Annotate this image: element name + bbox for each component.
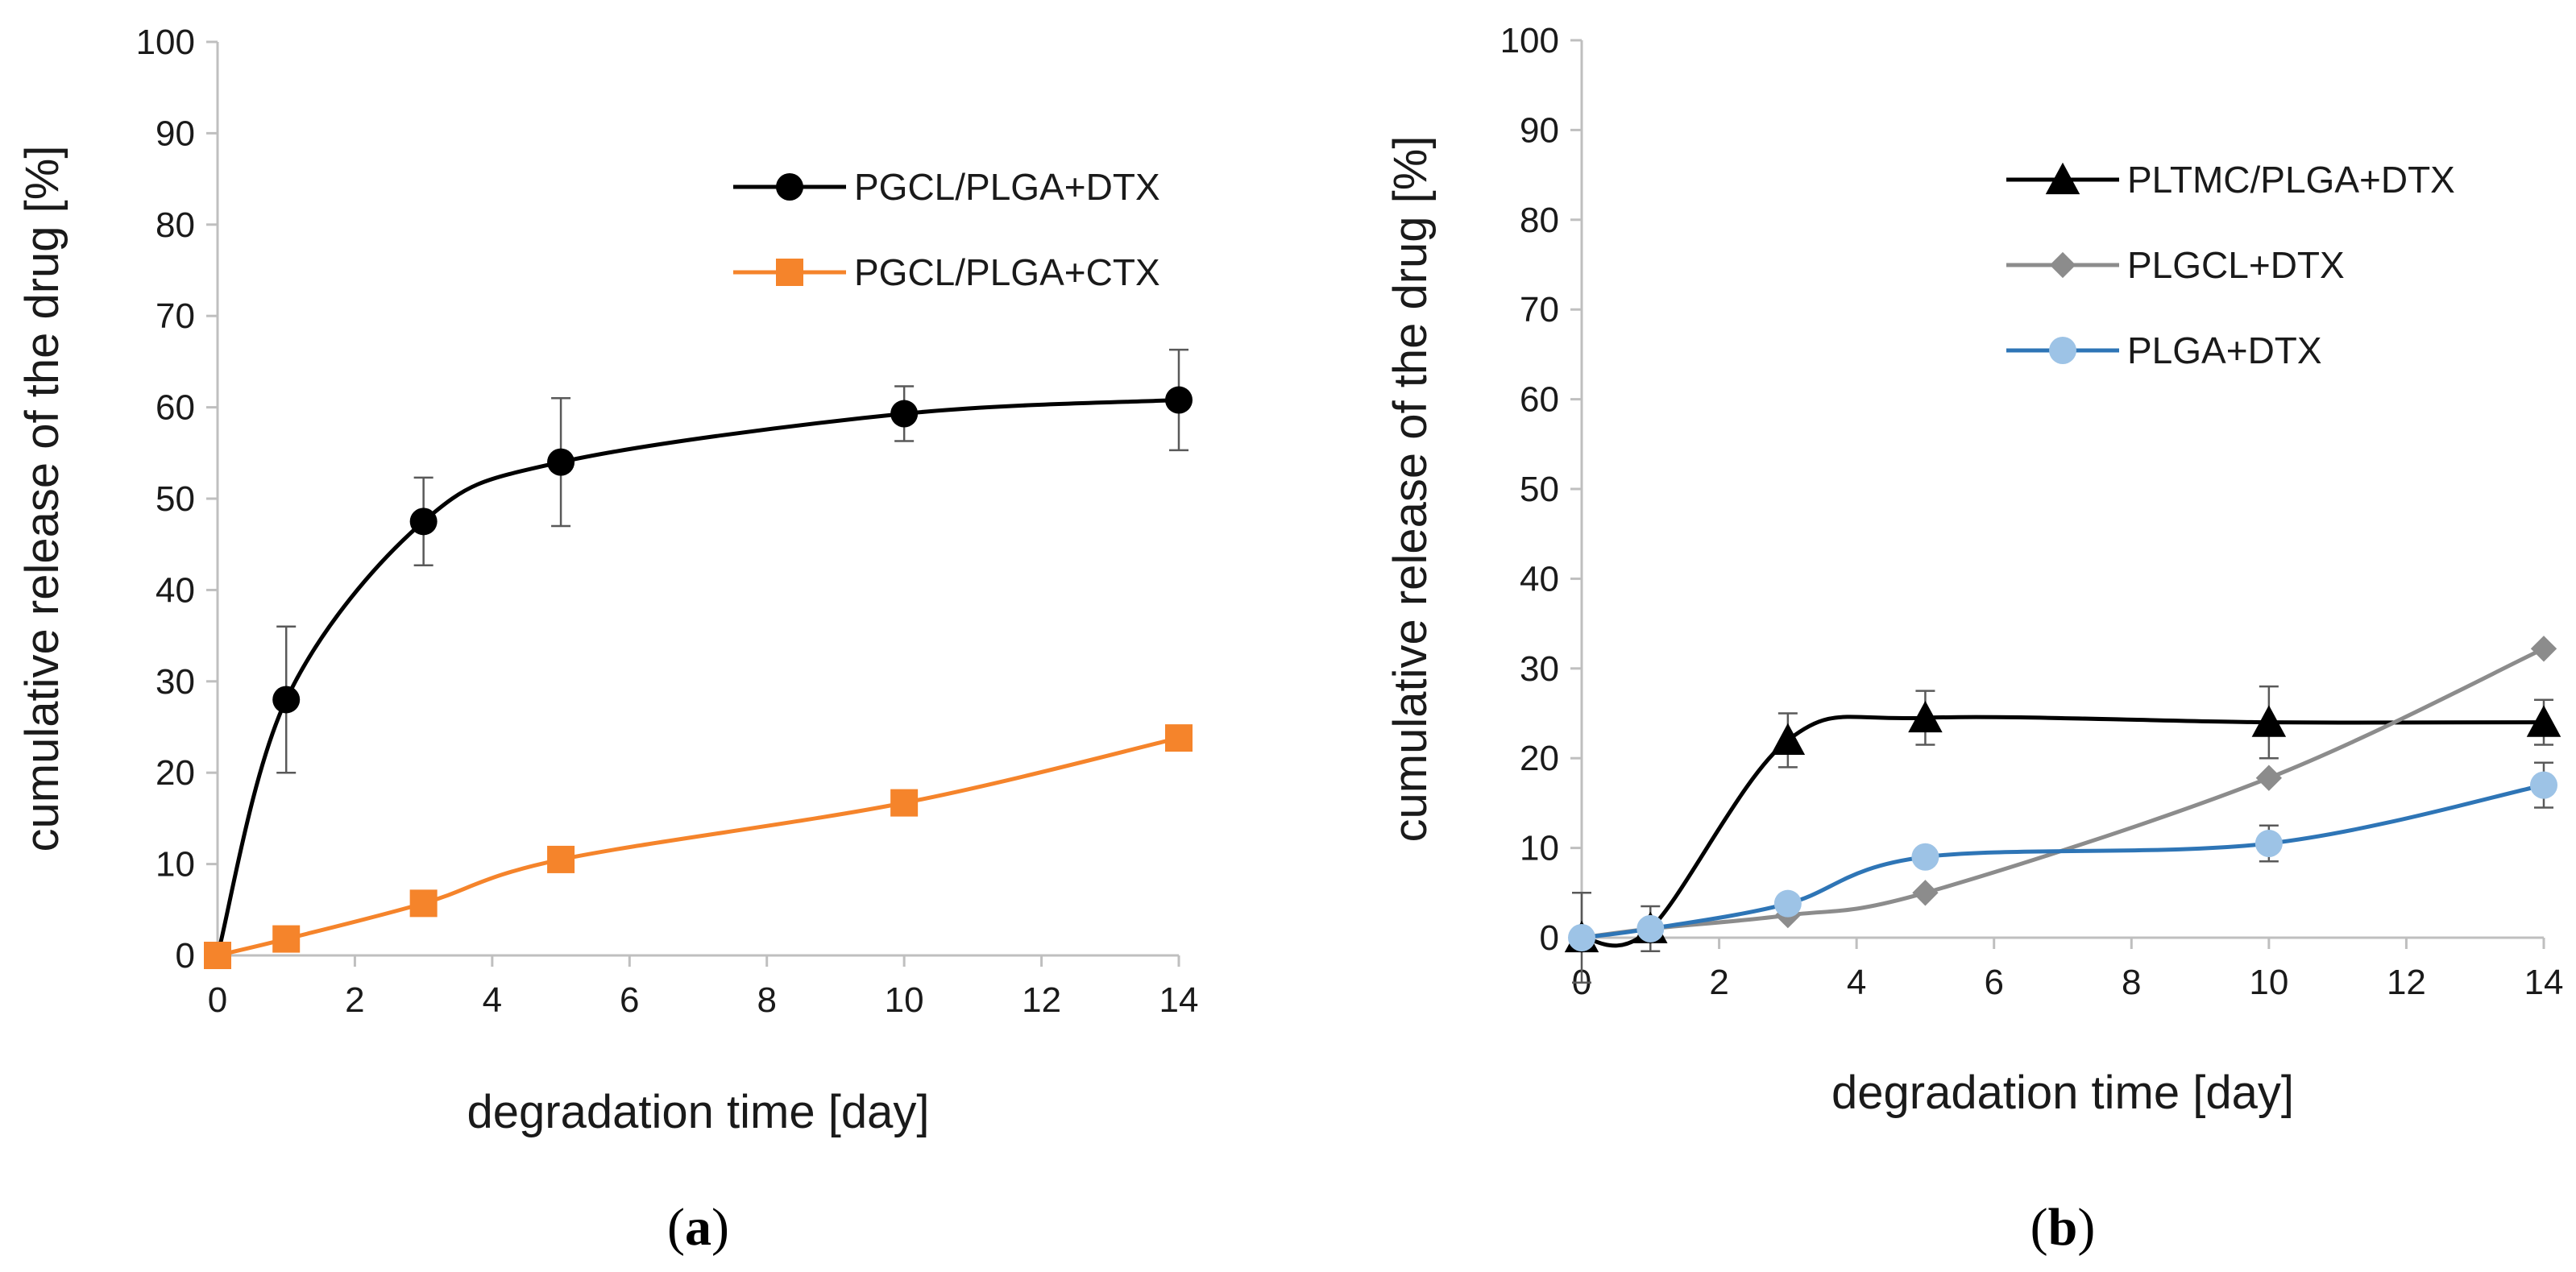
data-point [2255, 830, 2283, 858]
series-line [1581, 715, 2545, 948]
data-point [1636, 914, 1665, 943]
x-axis-title: degradation time [day] [467, 1086, 930, 1138]
x-tick-label: 4 [1847, 963, 1866, 1002]
x-tick-label: 8 [2122, 963, 2141, 1002]
data-point [1568, 924, 1595, 951]
x-tick-label: 8 [757, 980, 776, 1020]
y-tick-label: 20 [156, 753, 195, 793]
data-point [272, 925, 301, 953]
data-point [547, 448, 575, 476]
legend-marker [776, 259, 803, 286]
data-point [409, 889, 438, 918]
panel-label: (b) [2031, 1198, 2096, 1257]
data-point [1165, 386, 1193, 414]
y-tick-label: 80 [1520, 201, 1559, 240]
series-line [1581, 647, 2545, 940]
data-point [204, 942, 231, 969]
series-plgcl-dtx [1568, 636, 2557, 951]
y-tick-label: 60 [1520, 380, 1559, 420]
x-tick-label: 14 [2524, 963, 2564, 1002]
y-tick-label: 90 [156, 114, 195, 153]
y-tick-label: 100 [136, 23, 195, 62]
y-tick-label: 60 [156, 388, 195, 428]
y-tick-label: 0 [1540, 918, 1559, 958]
legend-label: PGCL/PLGA+DTX [854, 166, 1160, 208]
data-point [409, 508, 438, 536]
y-tick-label: 50 [156, 479, 195, 519]
data-point [890, 400, 919, 428]
series-plga-dtx [1568, 761, 2557, 951]
data-point [1773, 889, 1802, 918]
series-pgcl-plga-ctx [204, 724, 1193, 969]
y-tick-label: 40 [156, 570, 195, 610]
x-tick-label: 0 [208, 980, 227, 1020]
legend-label: PLGCL+DTX [2127, 244, 2345, 286]
y-tick-label: 30 [1520, 649, 1559, 689]
y-tick-label: 90 [1520, 110, 1559, 150]
y-tick-label: 30 [156, 662, 195, 702]
data-point [272, 686, 301, 714]
series-pgcl-plga-dtx [204, 348, 1193, 969]
legend-marker [2049, 251, 2076, 279]
y-tick-label: 80 [156, 205, 195, 245]
x-tick-label: 10 [2249, 963, 2288, 1002]
x-tick-label: 4 [483, 980, 502, 1020]
data-point [2251, 705, 2287, 737]
legend-marker [2049, 337, 2076, 364]
x-tick-label: 10 [885, 980, 924, 1020]
data-point [1165, 724, 1193, 752]
x-tick-label: 6 [620, 980, 639, 1020]
data-point [890, 789, 919, 817]
legend-label: PLGA+DTX [2127, 329, 2322, 371]
panel-label: (a) [667, 1198, 729, 1257]
x-tick-label: 14 [1159, 980, 1199, 1020]
chart-panel-b: 010203040506070809010002468101214cumulat… [1384, 21, 2563, 1257]
y-tick-label: 0 [176, 936, 195, 976]
y-tick-label: 70 [156, 296, 195, 336]
data-point [2530, 771, 2557, 799]
x-axis-title: degradation time [day] [1831, 1067, 2294, 1119]
data-point [547, 845, 575, 873]
y-axis-title: cumulative release of the drug [%] [16, 146, 68, 852]
y-tick-label: 20 [1520, 739, 1559, 778]
x-tick-label: 12 [1022, 980, 1061, 1020]
legend-label: PGCL/PLGA+CTX [854, 251, 1160, 293]
legend-label: PLTMC/PLGA+DTX [2127, 159, 2455, 201]
y-tick-label: 70 [1520, 290, 1559, 329]
series-line [217, 735, 1180, 958]
legend-marker [2045, 162, 2080, 195]
series-line [215, 398, 1180, 956]
data-point [2255, 764, 2283, 791]
y-tick-label: 100 [1500, 21, 1559, 60]
x-tick-label: 6 [1984, 963, 2003, 1002]
y-tick-label: 40 [1520, 559, 1559, 599]
series-line [1581, 783, 2545, 940]
x-tick-label: 2 [345, 980, 364, 1020]
data-point [2526, 705, 2561, 737]
y-axis-title: cumulative release of the drug [%] [1384, 136, 1437, 843]
data-point [2530, 636, 2557, 662]
y-tick-label: 10 [1520, 829, 1559, 868]
x-tick-label: 12 [2387, 963, 2426, 1002]
legend-marker [776, 173, 803, 201]
data-point [1912, 880, 1939, 906]
data-point [1770, 723, 1806, 755]
chart-panel-a: 0 10 20 30 40 50 60 70 80 90 100 0 2 4 6 8 10 12 14 cumulat… [16, 23, 1198, 1257]
data-point [1908, 700, 1943, 733]
y-tick-label: 50 [1520, 470, 1559, 509]
x-tick-label: 2 [1709, 963, 1728, 1002]
y-tick-label: 10 [156, 845, 195, 885]
data-point [1911, 843, 1939, 871]
